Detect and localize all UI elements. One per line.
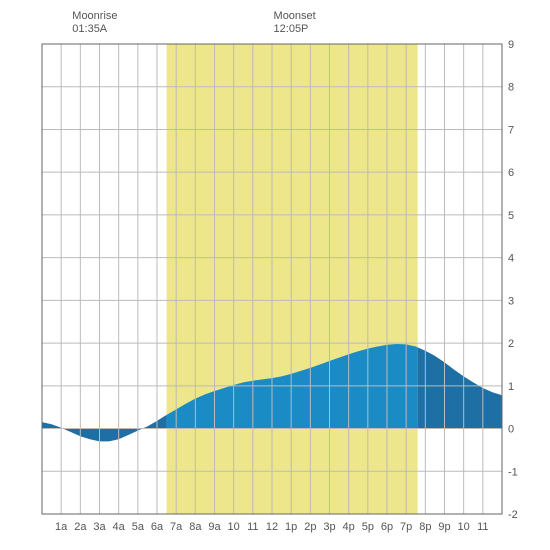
svg-text:10: 10 (228, 521, 240, 533)
svg-text:5p: 5p (362, 521, 374, 533)
chart-header: Moonrise 01:35A Moonset 12:05P (10, 10, 530, 40)
svg-text:2p: 2p (304, 521, 316, 533)
grid (42, 44, 502, 514)
tide-chart: Moonrise 01:35A Moonset 12:05P -2-101234… (10, 10, 530, 540)
svg-text:4: 4 (508, 253, 514, 265)
svg-text:1: 1 (508, 381, 514, 393)
svg-text:7: 7 (508, 124, 514, 136)
tide-night-pm (418, 347, 502, 428)
svg-text:4p: 4p (343, 521, 355, 533)
svg-text:3a: 3a (93, 521, 106, 533)
svg-text:11: 11 (247, 521, 258, 533)
svg-text:4a: 4a (113, 521, 126, 533)
svg-text:2a: 2a (74, 521, 87, 533)
svg-text:3: 3 (508, 295, 514, 307)
svg-text:0: 0 (508, 424, 514, 436)
svg-text:6p: 6p (381, 521, 393, 533)
daylight-band (167, 44, 418, 514)
svg-text:1a: 1a (55, 521, 68, 533)
moonset-title: Moonset (274, 10, 316, 23)
x-axis-labels: 1a 2a 3a 4a 5a 6a 7a 8a 9a 10 11 12 1p 2p 3p 4p 5p 6p 7p 8p… (55, 521, 489, 533)
svg-text:7p: 7p (400, 521, 412, 533)
moonrise-title: Moonrise (72, 10, 117, 23)
svg-text:6a: 6a (151, 521, 164, 533)
svg-text:-2: -2 (508, 509, 518, 521)
svg-text:5: 5 (508, 210, 514, 222)
moonset-label: Moonset 12:05P (274, 10, 316, 36)
svg-text:10: 10 (458, 521, 470, 533)
moonrise-time: 01:35A (72, 23, 117, 36)
svg-text:1p: 1p (285, 521, 297, 533)
svg-text:12: 12 (266, 521, 278, 533)
svg-text:9a: 9a (208, 521, 221, 533)
moonset-time: 12:05P (274, 23, 316, 36)
y-axis-labels: -2 -1 0 1 2 3 4 5 6 7 8 9 (508, 40, 518, 521)
svg-text:9p: 9p (438, 521, 450, 533)
svg-text:11: 11 (477, 521, 488, 533)
svg-text:6: 6 (508, 167, 514, 179)
svg-text:-1: -1 (508, 466, 518, 478)
svg-text:3p: 3p (323, 521, 335, 533)
svg-text:9: 9 (508, 40, 514, 51)
svg-text:8p: 8p (419, 521, 431, 533)
svg-text:7a: 7a (170, 521, 183, 533)
svg-text:5a: 5a (132, 521, 145, 533)
svg-text:8a: 8a (189, 521, 202, 533)
svg-text:8: 8 (508, 82, 514, 94)
chart-svg: -2-101234567891a2a3a4a5a6a7a8a9a1011121p… (10, 40, 530, 540)
moonrise-label: Moonrise 01:35A (72, 10, 117, 36)
svg-text:2: 2 (508, 338, 514, 350)
